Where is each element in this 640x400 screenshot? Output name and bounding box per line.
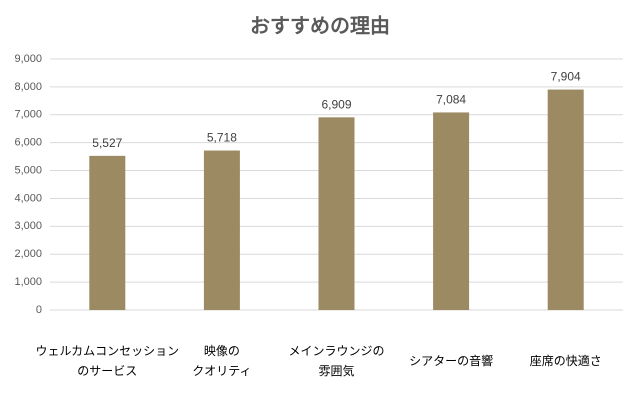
y-tick-label: 0 <box>36 304 42 316</box>
bar <box>318 117 355 310</box>
x-tick-label: 座席の快適さ <box>530 353 602 368</box>
data-label: 5,527 <box>92 136 122 150</box>
bar <box>433 112 470 310</box>
y-tick-label: 6,000 <box>14 137 42 149</box>
y-tick-label: 9,000 <box>14 53 42 65</box>
x-tick-label: 映像のクオリティ <box>192 344 251 378</box>
bar <box>203 150 240 310</box>
y-tick-label: 3,000 <box>14 220 42 232</box>
chart-title: おすすめの理由 <box>250 13 390 37</box>
x-tick-label: メインラウンジの雰囲気 <box>288 344 384 378</box>
bar <box>89 155 126 310</box>
y-tick-label: 1,000 <box>14 276 42 288</box>
y-tick-label: 2,000 <box>14 248 42 260</box>
data-label: 7,904 <box>551 70 581 84</box>
data-label: 7,084 <box>436 93 466 107</box>
y-tick-label: 7,000 <box>14 109 42 121</box>
y-tick-label: 8,000 <box>14 81 42 93</box>
y-tick-label: 5,000 <box>14 164 42 176</box>
x-tick-label: シアターの音響 <box>409 353 493 368</box>
x-tick-label: ウェルカムコンセッションのサービス <box>35 344 179 378</box>
data-label: 5,718 <box>207 131 237 145</box>
data-label: 6,909 <box>321 97 351 111</box>
bar <box>547 89 584 310</box>
y-tick-label: 4,000 <box>14 192 42 204</box>
